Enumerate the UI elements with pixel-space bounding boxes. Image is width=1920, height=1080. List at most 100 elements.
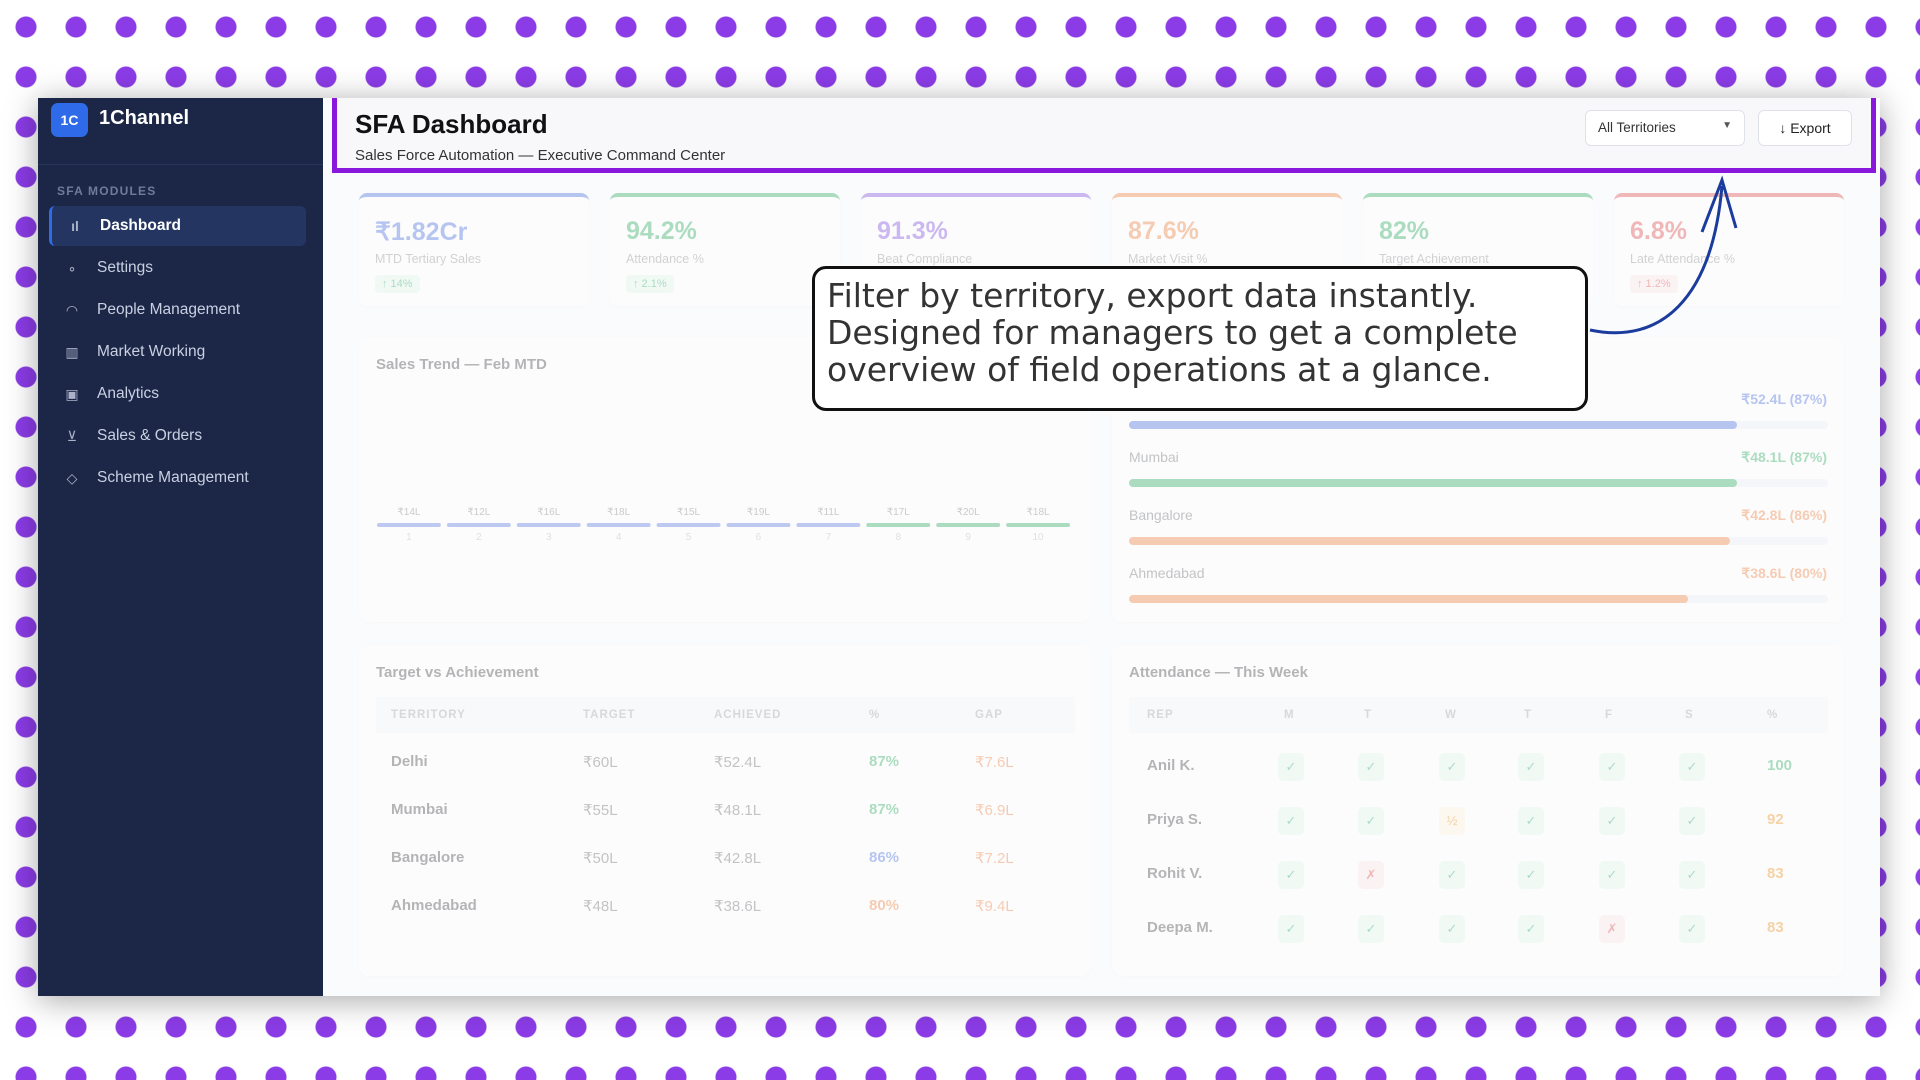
column-header: TARGET: [583, 709, 636, 721]
trend-bar: [726, 523, 791, 527]
column-header: TERRITORY: [391, 709, 466, 721]
kpi-trend-badge: ↑ 1.2%: [1630, 275, 1678, 293]
trend-x-tick: 6: [756, 532, 762, 543]
column-header: T: [1364, 709, 1373, 721]
export-button[interactable]: ↓ Export: [1758, 110, 1852, 146]
attendance-status: ✓: [1278, 915, 1304, 943]
sidebar-item-market-working[interactable]: ▥ Market Working: [49, 332, 306, 372]
column-header: T: [1524, 709, 1533, 721]
divider: [38, 164, 323, 165]
brand-name: 1Channel: [99, 107, 190, 129]
attendance-status: ✓: [1679, 753, 1705, 781]
sidebar-item-sales-orders[interactable]: ⊻ Sales & Orders: [49, 416, 306, 456]
sidebar-item-people-management[interactable]: ◠ People Management: [49, 290, 306, 330]
trend-x-tick: 9: [965, 532, 971, 543]
sidebar-item-label: Market Working: [97, 343, 206, 360]
rep-name: Deepa M.: [1147, 919, 1213, 936]
table-cell: Delhi: [391, 753, 428, 770]
territory-progress-track: [1129, 537, 1828, 545]
sidebar-item-scheme-management[interactable]: ◇ Scheme Management: [49, 458, 306, 498]
table-cell: ₹7.2L: [975, 850, 1014, 867]
kpi-trend-badge: ↑ 14%: [375, 275, 420, 293]
trend-bar-label: ₹20L: [957, 507, 980, 518]
territory-progress-fill: [1129, 537, 1731, 545]
attendance-status: ✓: [1358, 807, 1384, 835]
trend-x-tick: 10: [1032, 532, 1044, 543]
trend-x-tick: 1: [406, 532, 412, 543]
territory-value: ₹38.6L (80%): [1741, 565, 1827, 581]
attendance-status: ✓: [1679, 915, 1705, 943]
attendance-status: ✓: [1599, 807, 1625, 835]
page-title: SFA Dashboard: [355, 109, 548, 139]
territory-progress-track: [1129, 595, 1828, 603]
sidebar-item-settings[interactable]: ∘ Settings: [49, 248, 306, 288]
trend-bar: [936, 523, 1001, 527]
table-cell: ₹42.8L: [714, 850, 762, 867]
trend-bar-label: ₹12L: [467, 507, 490, 518]
table-cell: ₹55L: [583, 802, 618, 819]
trend-bar: [656, 523, 721, 527]
table-cell: ₹52.4L: [714, 754, 762, 771]
section-label: SFA MODULES: [57, 184, 157, 198]
kpi-value: 82%: [1379, 217, 1430, 245]
page-subtitle: Sales Force Automation — Executive Comma…: [355, 147, 726, 164]
table-cell: 87%: [869, 801, 900, 818]
table-cell: ₹9.4L: [975, 898, 1014, 915]
trend-x-tick: 3: [546, 532, 552, 543]
attendance-status: ✓: [1518, 807, 1544, 835]
page-header: SFA Dashboard Sales Force Automation — E…: [332, 98, 1876, 173]
attendance-status: ✓: [1599, 753, 1625, 781]
attendance-status: ✓: [1518, 861, 1544, 889]
territory-name: Mumbai: [1129, 449, 1179, 465]
logo: 1C: [51, 103, 88, 137]
column-header: F: [1605, 709, 1614, 721]
kpi-trend-badge: ↑ 2.1%: [626, 275, 674, 293]
table-cell: ₹38.6L: [714, 898, 762, 915]
person-icon: ◠: [65, 301, 79, 318]
attendance-status: ✓: [1358, 915, 1384, 943]
attendance-status: ✓: [1518, 915, 1544, 943]
kpi-value: 94.2%: [626, 217, 697, 245]
attendance-status: ✓: [1439, 753, 1465, 781]
table-cell: Ahmedabad: [391, 897, 477, 914]
sidebar-item-analytics[interactable]: ▣ Analytics: [49, 374, 306, 414]
sidebar-item-dashboard[interactable]: ıl Dashboard: [49, 206, 306, 246]
attendance-status: ✓: [1278, 807, 1304, 835]
target-vs-achievement-panel: Target vs Achievement TERRITORY TARGET ACH…: [359, 645, 1091, 976]
tag-icon: ◇: [66, 469, 78, 486]
territory-value: ₹48.1L (87%): [1741, 449, 1827, 465]
analytics-icon: ▣: [65, 385, 79, 402]
trend-x-tick: 8: [895, 532, 901, 543]
kpi-label: Target Achievement: [1379, 252, 1489, 266]
trend-x-tick: 5: [686, 532, 692, 543]
kpi-value: 87.6%: [1128, 217, 1199, 245]
attendance-pct: 92: [1767, 811, 1784, 828]
trend-bar-label: ₹17L: [887, 507, 910, 518]
column-header: GAP: [975, 709, 1003, 721]
sidebar-item-label: Sales & Orders: [97, 427, 203, 444]
kpi-value: 91.3%: [877, 217, 948, 245]
table-cell: 87%: [869, 753, 900, 770]
territory-value: ₹52.4L (87%): [1741, 391, 1827, 407]
kpi-value: 6.8%: [1630, 217, 1687, 245]
attendance-status: ✗: [1358, 861, 1384, 889]
attendance-status: ✓: [1679, 807, 1705, 835]
table-cell: ₹48.1L: [714, 802, 762, 819]
trend-bar: [796, 523, 861, 527]
attendance-status: ✓: [1599, 861, 1625, 889]
attendance-status: ✓: [1278, 861, 1304, 889]
attendance-status: ✗: [1599, 915, 1625, 943]
bar-chart-icon: ıl: [71, 218, 79, 234]
territory-select[interactable]: All Territories ▼: [1585, 110, 1745, 146]
column-header: S: [1685, 709, 1694, 721]
territory-progress-fill: [1129, 421, 1738, 429]
sidebar-item-label: Settings: [97, 259, 154, 276]
table-cell: 80%: [869, 897, 900, 914]
trend-bar-label: ₹14L: [397, 507, 420, 518]
cart-icon: ⊻: [66, 427, 78, 444]
dot-icon: ∘: [67, 259, 77, 276]
territory-progress-track: [1129, 479, 1828, 487]
trend-bar: [866, 523, 931, 527]
table-cell: ₹60L: [583, 754, 618, 771]
